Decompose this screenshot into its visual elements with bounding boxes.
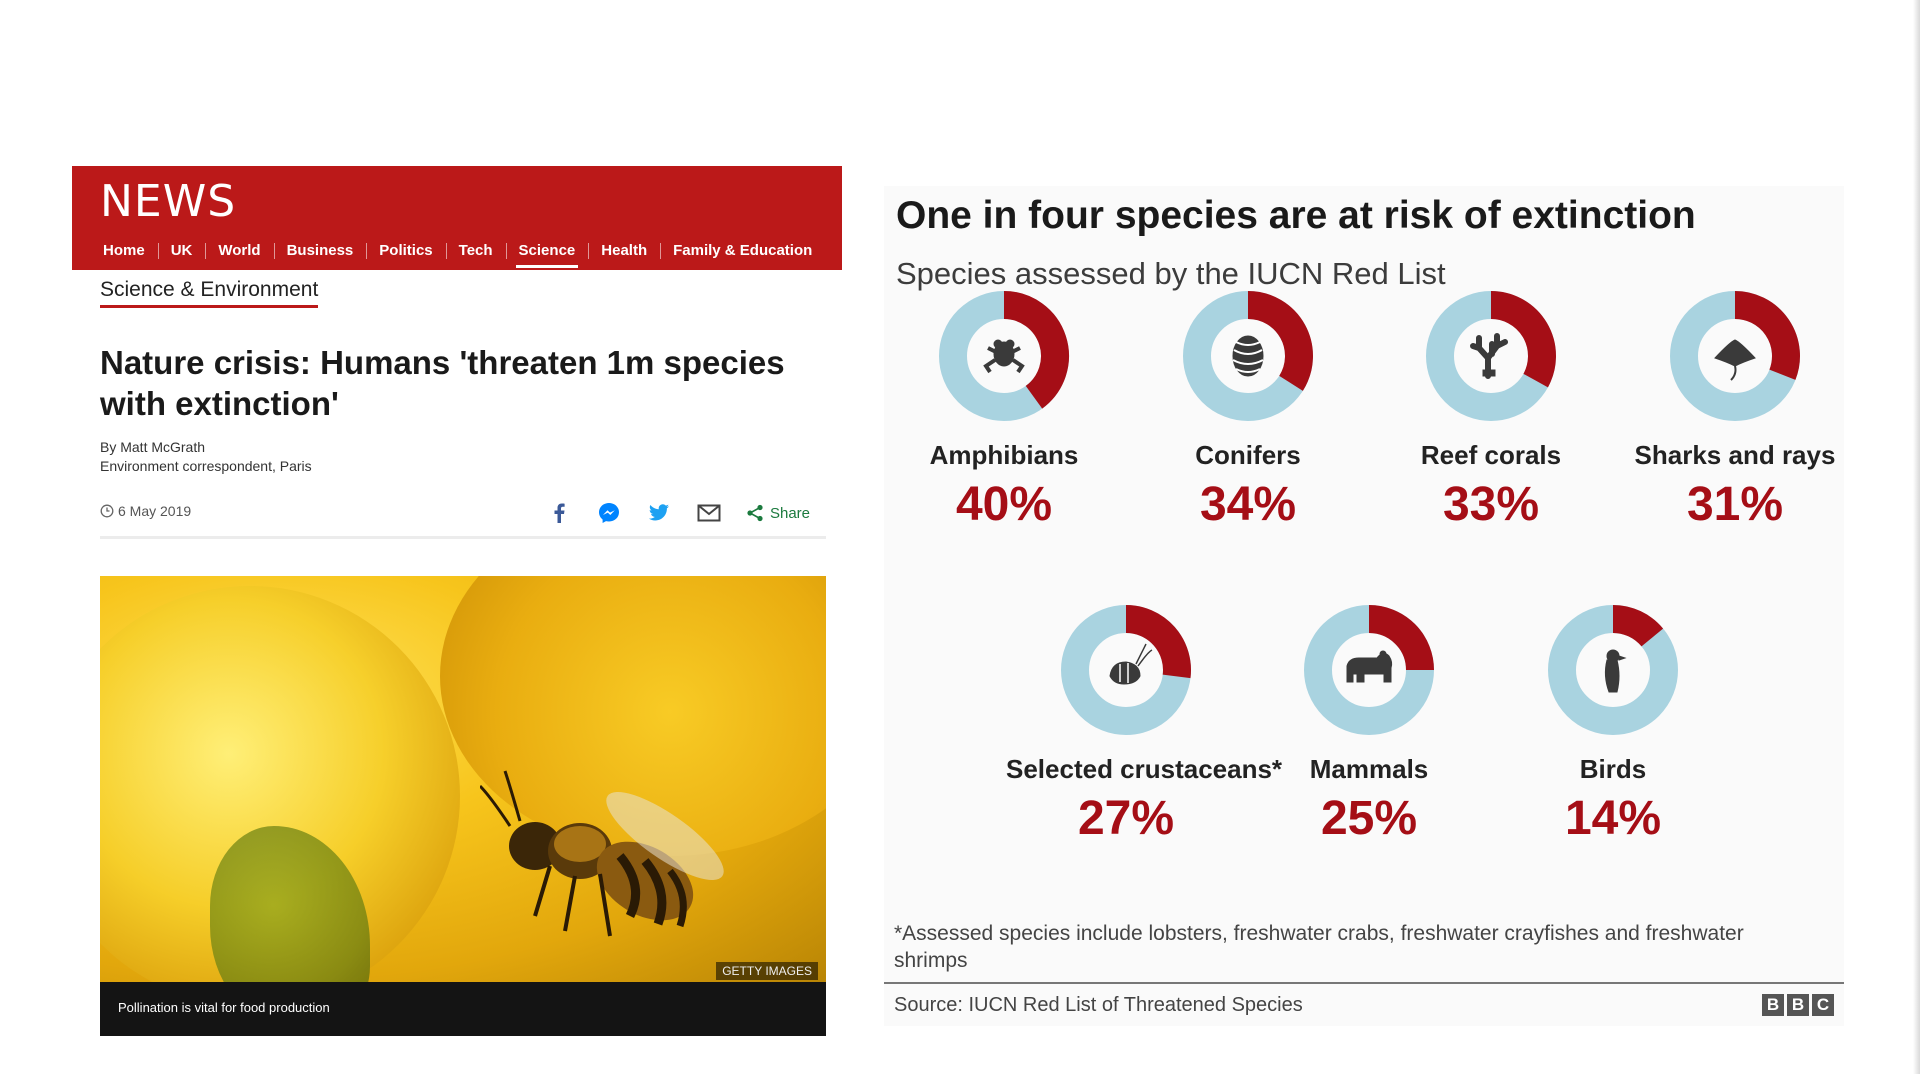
infographic-title: One in four species are at risk of extin… xyxy=(896,194,1696,237)
donut-at-risk-slice xyxy=(1612,605,1664,647)
donut-percentage: 33% xyxy=(1442,478,1540,531)
bbc-logo-block: C xyxy=(1812,994,1834,1016)
bbc-logo-block: B xyxy=(1762,994,1784,1016)
photo-caption-bar: Pollination is vital for food production xyxy=(100,982,826,1036)
donut-percentage: 31% xyxy=(1686,478,1784,531)
infographic: One in four species are at risk of extin… xyxy=(884,186,1844,1026)
donut-label: Reef corals xyxy=(1420,440,1562,470)
source-row: Source: IUCN Red List of Threatened Spec… xyxy=(884,982,1844,1028)
date-text: 6 May 2019 xyxy=(118,503,192,519)
source-text: Source: IUCN Red List of Threatened Spec… xyxy=(894,994,1303,1016)
twitter-icon[interactable] xyxy=(646,500,672,526)
share-button[interactable]: Share xyxy=(746,504,810,522)
share-label: Share xyxy=(769,504,810,522)
nav-bar: Home UK World Business Politics Tech Science He… xyxy=(90,238,825,268)
nav-item-business[interactable]: Business xyxy=(273,238,367,264)
meta-row: 6 May 2019 Share xyxy=(100,500,826,539)
donut-at-risk-slice xyxy=(1734,291,1800,380)
headline: Nature crisis: Humans 'threaten 1m speci… xyxy=(100,344,785,422)
donut-chart-sharks-and-rays xyxy=(1670,291,1800,421)
news-logo[interactable]: NEWS xyxy=(100,176,237,227)
donut-label: Amphibians xyxy=(929,440,1079,470)
news-header: NEWS Home UK World Business Politics Tech Scie… xyxy=(72,166,842,270)
donut-birds: Birds 14% xyxy=(1493,600,1733,846)
donut-at-risk-slice xyxy=(1247,291,1313,391)
share-icon xyxy=(747,504,763,522)
byline: By Matt McGrath Environment corresponden… xyxy=(100,438,312,476)
nav-item-health[interactable]: Health xyxy=(588,238,660,264)
nav-item-science[interactable]: Science xyxy=(505,238,589,268)
section-link[interactable]: Science & Environment xyxy=(100,278,319,308)
bbc-logo-block: B xyxy=(1787,994,1809,1016)
article-photo[interactable]: GETTY IMAGES xyxy=(100,576,826,982)
coral-icon xyxy=(1470,333,1508,379)
donut-percentage: 27% xyxy=(1077,792,1175,845)
donut-mammals: Mammals 25% xyxy=(1249,600,1489,846)
donut-label: Mammals xyxy=(1309,754,1429,784)
pine-cone-icon xyxy=(1232,335,1264,377)
donut-at-risk-slice xyxy=(1003,291,1069,409)
bee-illustration xyxy=(480,770,724,937)
photo-credit: GETTY IMAGES xyxy=(716,962,818,980)
nav-item-tech[interactable]: Tech xyxy=(445,238,506,264)
donut-chart-conifers xyxy=(1183,291,1313,421)
donut-percentage: 14% xyxy=(1564,792,1662,845)
share-toolbar: Share xyxy=(546,500,810,526)
publish-date: 6 May 2019 xyxy=(100,503,191,519)
donut-amphibians: Amphibians 40% xyxy=(884,286,1124,532)
donut-chart-amphibians xyxy=(939,291,1069,421)
photo-caption: Pollination is vital for food production xyxy=(118,1000,330,1015)
nav-item-family-education[interactable]: Family & Education xyxy=(660,238,825,264)
donut-chart-mammals xyxy=(1304,605,1434,735)
donut-label: Selected crustaceans* xyxy=(1006,754,1283,784)
nav-item-world[interactable]: World xyxy=(205,238,273,264)
author-role: Environment correspondent, Paris xyxy=(100,458,312,474)
donut-label: Conifers xyxy=(1195,440,1301,470)
nav-item-politics[interactable]: Politics xyxy=(366,238,445,264)
donut-chart-selected-crustaceans xyxy=(1061,605,1191,735)
nav-item-home[interactable]: Home xyxy=(103,242,145,259)
donut-at-risk-slice xyxy=(1368,605,1434,671)
bird-icon xyxy=(1604,649,1627,693)
email-icon[interactable] xyxy=(696,500,722,526)
clock-icon xyxy=(100,504,114,518)
donut-selected-crustaceans: Selected crustaceans* 27% xyxy=(1006,600,1283,846)
messenger-icon[interactable] xyxy=(596,500,622,526)
donut-conifers: Conifers 34% xyxy=(1128,286,1368,532)
infographic-subtitle: Species assessed by the IUCN Red List xyxy=(896,256,1446,291)
donut-label: Sharks and rays xyxy=(1634,440,1836,470)
donut-percentage: 25% xyxy=(1320,792,1418,845)
donut-chart-birds xyxy=(1548,605,1678,735)
donut-label: Birds xyxy=(1579,754,1647,784)
bear-icon xyxy=(1346,650,1393,683)
nav-item-uk[interactable]: UK xyxy=(157,238,206,264)
donut-sharks-and-rays: Sharks and rays 31% xyxy=(1615,286,1855,532)
frog-icon xyxy=(983,339,1025,374)
news-article: NEWS Home UK World Business Politics Tech Scie… xyxy=(72,166,842,1046)
ray-icon xyxy=(1714,339,1756,381)
shrimp-icon xyxy=(1109,643,1153,685)
donut-reef-corals: Reef corals 33% xyxy=(1371,286,1611,532)
author-name: By Matt McGrath xyxy=(100,439,206,455)
donut-at-risk-slice xyxy=(1125,605,1191,679)
donut-chart-reef-corals xyxy=(1426,291,1556,421)
donut-percentage: 34% xyxy=(1199,478,1297,531)
window-edge xyxy=(1913,0,1920,1074)
facebook-icon[interactable] xyxy=(546,500,572,526)
donut-at-risk-slice xyxy=(1490,291,1556,388)
donut-percentage: 40% xyxy=(955,478,1053,531)
footnote: *Assessed species include lobsters, fres… xyxy=(894,922,1744,972)
